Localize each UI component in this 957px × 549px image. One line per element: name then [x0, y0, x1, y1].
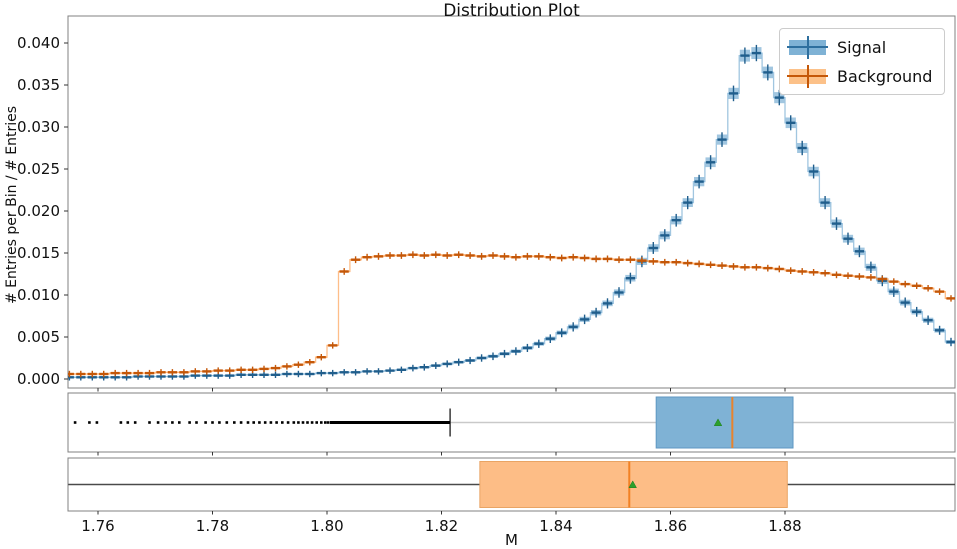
y-tick-label: 0.005	[17, 328, 60, 346]
y-tick-label: 0.000	[17, 370, 60, 388]
y-tick-label: 0.030	[17, 118, 60, 136]
y-tick-label: 0.035	[17, 76, 60, 94]
x-tick-label: 1.78	[196, 517, 229, 535]
y-tick-label: 0.040	[17, 34, 60, 52]
background-histogram	[68, 251, 955, 378]
y-tick-label: 0.020	[17, 202, 60, 220]
legend-item-signal: Signal	[787, 35, 932, 59]
legend-item-background: Background	[787, 64, 933, 88]
signal-box	[655, 396, 794, 449]
x-tick-label: 1.86	[654, 517, 687, 535]
y-tick-label: 0.015	[17, 244, 60, 262]
x-tick-label: 1.76	[81, 517, 114, 535]
background-boxplot	[68, 461, 955, 508]
x-tick-label: 1.88	[768, 517, 801, 535]
x-tick-label: 1.82	[425, 517, 458, 535]
signal-histogram	[68, 44, 955, 381]
signal-boxplot	[73, 396, 955, 449]
y-tick-label: 0.010	[17, 286, 60, 304]
plot-title: Distribution Plot	[443, 1, 580, 21]
background-mean-marker	[628, 480, 637, 488]
y-axis: 0.000 0.005 0.010 0.015 0.020 0.025 0.030 0.035…	[17, 34, 68, 388]
signal-mean-marker	[713, 418, 723, 426]
x-axis: 1.76 1.78 1.80 1.82 1.84 1.86 1.88	[81, 388, 802, 535]
x-tick-label: 1.84	[539, 517, 572, 535]
legend: Signal Background	[779, 28, 946, 95]
legend-label-signal: Signal	[837, 37, 887, 57]
x-tick-label: 1.80	[310, 517, 343, 535]
background-swatch-icon	[787, 64, 828, 88]
x-axis-label: M	[505, 531, 518, 549]
y-axis-label: # Entries per Bin / # Entries	[4, 105, 20, 305]
legend-label-background: Background	[837, 66, 933, 86]
signal-swatch-icon	[787, 35, 828, 59]
y-tick-label: 0.025	[17, 160, 60, 178]
